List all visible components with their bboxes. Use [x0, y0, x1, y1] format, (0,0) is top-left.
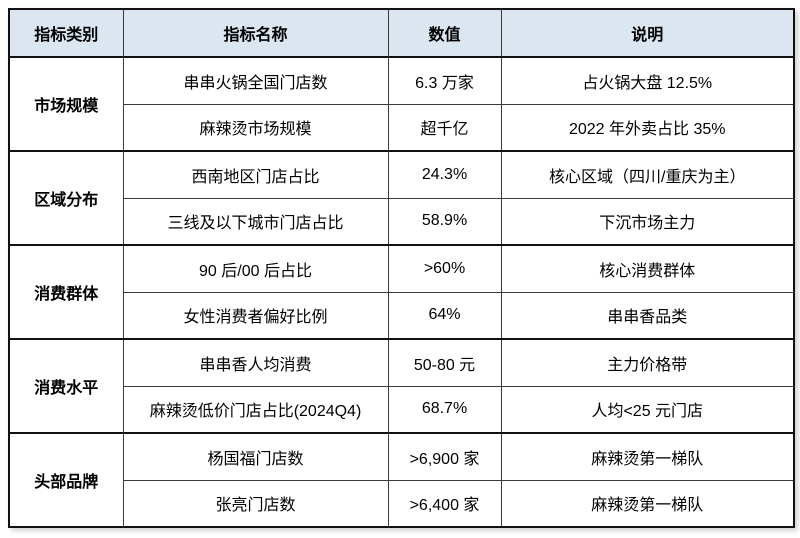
metric-value-cell: >6,900 家	[387, 432, 502, 481]
metric-note-cell: 下沉市场主力	[500, 197, 795, 246]
table-row: 头部品牌 杨国福门店数 >6,900 家 麻辣烫第一梯队	[8, 432, 795, 528]
metric-name-cell: 串串香人均消费	[122, 338, 389, 387]
metric-value-cell: 68.7%	[387, 385, 502, 434]
header-cell-name: 指标名称	[122, 8, 389, 58]
table-row: 消费群体 90 后/00 后占比 >60% 核心消费群体	[8, 244, 795, 340]
metric-value-cell: 58.9%	[387, 197, 502, 246]
metrics-data-table: 指标类别 指标名称 数值 说明 市场规模 串串火锅全国门店数 6.3 万家 占火…	[8, 8, 795, 528]
header-cell-category: 指标类别	[8, 8, 124, 58]
metric-note-cell: 占火锅大盘 12.5%	[500, 56, 795, 105]
table-row: 麻辣烫低价门店占比(2024Q4) 68.7% 人均<25 元门店	[9, 385, 795, 434]
metric-value-cell: 24.3%	[387, 150, 502, 199]
table-row: 区域分布 西南地区门店占比 24.3% 核心区域（四川/重庆为主）	[8, 150, 795, 246]
metric-note-cell: 核心区域（四川/重庆为主）	[500, 150, 795, 199]
metric-value-cell: >6,400 家	[387, 479, 502, 528]
metric-note-cell: 主力价格带	[500, 338, 795, 387]
category-cell: 区域分布	[8, 150, 124, 246]
metric-name-cell: 女性消费者偏好比例	[122, 291, 389, 340]
metric-name-cell: 张亮门店数	[122, 479, 389, 528]
table-row: 三线及以下城市门店占比 58.9% 下沉市场主力	[9, 197, 795, 246]
table-row: 麻辣烫市场规模 超千亿 2022 年外卖占比 35%	[9, 103, 795, 152]
metric-name-cell: 串串火锅全国门店数	[122, 56, 389, 105]
metric-note-cell: 麻辣烫第一梯队	[500, 479, 795, 528]
table-header-row: 指标类别 指标名称 数值 说明	[8, 8, 795, 58]
metric-note-cell: 2022 年外卖占比 35%	[500, 103, 795, 152]
table-row: 市场规模 串串火锅全国门店数 6.3 万家 占火锅大盘 12.5%	[8, 56, 795, 152]
metric-name-cell: 麻辣烫市场规模	[122, 103, 389, 152]
metric-note-cell: 核心消费群体	[500, 244, 795, 293]
metric-name-cell: 杨国福门店数	[122, 432, 389, 481]
category-cell: 消费群体	[8, 244, 124, 340]
category-cell: 头部品牌	[8, 432, 124, 528]
table-row: 张亮门店数 >6,400 家 麻辣烫第一梯队	[9, 479, 795, 528]
metric-value-cell: 64%	[387, 291, 502, 340]
table-row: 女性消费者偏好比例 64% 串串香品类	[9, 291, 795, 340]
category-cell: 市场规模	[8, 56, 124, 152]
table-row: 消费水平 串串香人均消费 50-80 元 主力价格带	[8, 338, 795, 434]
header-cell-value: 数值	[387, 8, 502, 58]
metric-value-cell: 超千亿	[387, 103, 502, 152]
metric-name-cell: 三线及以下城市门店占比	[122, 197, 389, 246]
metric-name-cell: 麻辣烫低价门店占比(2024Q4)	[122, 385, 389, 434]
metric-value-cell: 50-80 元	[387, 338, 502, 387]
metric-note-cell: 串串香品类	[500, 291, 795, 340]
header-cell-note: 说明	[500, 8, 795, 58]
category-cell: 消费水平	[8, 338, 124, 434]
metric-note-cell: 麻辣烫第一梯队	[500, 432, 795, 481]
metric-value-cell: 6.3 万家	[387, 56, 502, 105]
metric-value-cell: >60%	[387, 244, 502, 293]
metric-note-cell: 人均<25 元门店	[500, 385, 795, 434]
metric-name-cell: 90 后/00 后占比	[122, 244, 389, 293]
metric-name-cell: 西南地区门店占比	[122, 150, 389, 199]
